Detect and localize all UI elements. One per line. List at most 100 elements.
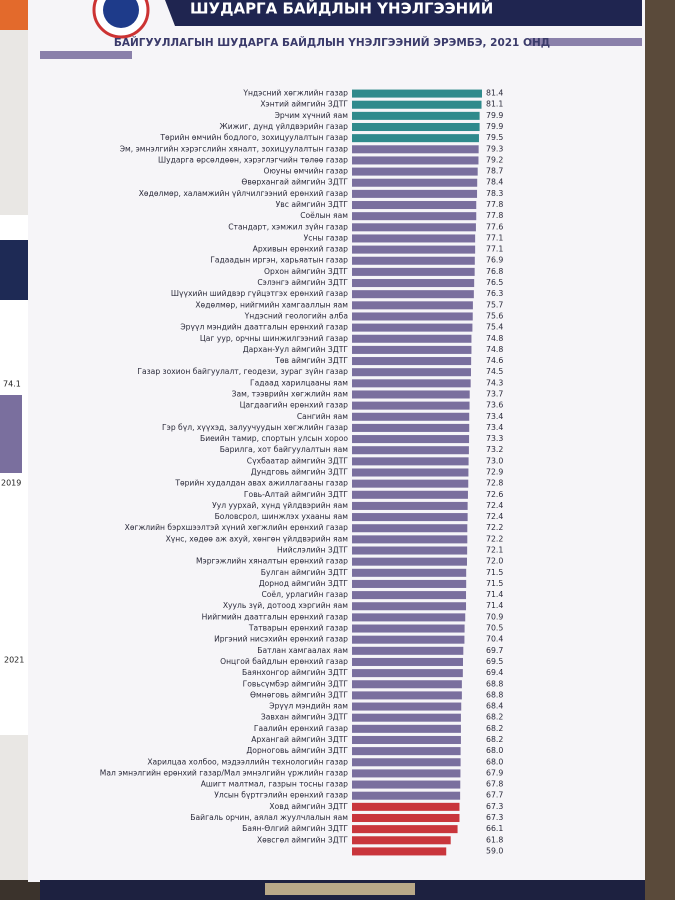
- side-text: 2021: [4, 656, 24, 665]
- bar: [352, 813, 460, 823]
- value-label: 73.0: [486, 456, 503, 465]
- value-label: 72.2: [486, 534, 503, 543]
- value-label: 73.7: [486, 389, 503, 398]
- category-label: Баянхонгор аймгийн ЗДТГ: [242, 668, 348, 677]
- value-label: 78.7: [486, 167, 503, 176]
- side-poster: [0, 215, 30, 735]
- bar: [352, 591, 467, 600]
- bar: [352, 513, 468, 522]
- bar: [352, 334, 472, 343]
- value-label: 67.3: [486, 813, 503, 822]
- value-label: 78.4: [486, 178, 503, 187]
- bar: [352, 602, 467, 611]
- bar: [352, 201, 477, 210]
- value-label: 79.9: [486, 122, 503, 131]
- bar: [352, 836, 451, 845]
- value-label: 73.4: [486, 412, 503, 421]
- value-label: 77.1: [486, 245, 503, 254]
- category-label: Хүнс, хөдөө аж ахуй, хөнгөн үйлдвэрийн я…: [166, 534, 349, 543]
- bar: [352, 501, 468, 510]
- value-label: 77.8: [486, 200, 503, 209]
- subtitle-rule: [40, 51, 132, 59]
- value-label: 76.8: [486, 267, 503, 276]
- category-label: Төрийн худалдан авах ажиллагааны газар: [174, 479, 348, 488]
- category-label: Орхон аймгийн ЗДТГ: [264, 267, 348, 276]
- category-label: Өвөрхангай аймгийн ЗДТГ: [241, 178, 348, 187]
- category-label: Харилцаа холбоо, мэдээллийн технологийн …: [147, 757, 348, 766]
- category-label: Соёлын яам: [300, 211, 348, 220]
- bar: [352, 145, 479, 154]
- category-label: Дундговь аймгийн ЗДТГ: [251, 468, 349, 477]
- category-label: Хөвсгөл аймгийн ЗДТГ: [257, 835, 348, 844]
- value-label: 59.0: [486, 846, 503, 855]
- category-label: Мал эмнэлгийн ерөнхий газар/Мал эмнэлгий…: [100, 768, 348, 777]
- value-label: 68.8: [486, 679, 503, 688]
- stand: [265, 883, 415, 895]
- category-label: Цаг уур, орчны шинжилгээний газар: [200, 334, 348, 343]
- value-label: 81.4: [486, 89, 503, 98]
- category-label: Архивын ерөнхий газар: [253, 245, 349, 254]
- bar: [352, 579, 467, 588]
- value-label: 77.6: [486, 222, 503, 231]
- bar: [352, 212, 477, 221]
- category-label: Улсын бүртгэлийн ерөнхий газар: [214, 791, 348, 800]
- category-label: Гаалийн ерөнхий газар: [254, 724, 348, 733]
- value-label: 70.4: [486, 635, 503, 644]
- value-label: 68.0: [486, 746, 503, 755]
- category-label: Соёл, урлагийн газар: [261, 590, 348, 599]
- category-label: Шударга өрсөлдөөн, хэрэглэгчийн төлөө га…: [158, 155, 348, 164]
- bar: [352, 635, 465, 644]
- category-label: Эрүүл мэндийн яам: [269, 702, 348, 711]
- category-label: Биеийн тамир, спортын улсын хороо: [200, 434, 348, 443]
- category-label: Ховд аймгийн ЗДТГ: [269, 802, 348, 811]
- value-label: 75.7: [486, 300, 503, 309]
- value-label: 67.3: [486, 802, 503, 811]
- value-label: 78.3: [486, 189, 503, 198]
- value-label: 69.7: [486, 646, 503, 655]
- value-label: 71.4: [486, 601, 503, 610]
- bar: [352, 100, 482, 109]
- value-label: 68.2: [486, 724, 503, 733]
- subtitle-rule: [530, 38, 642, 46]
- bar: [352, 167, 478, 176]
- value-label: 72.1: [486, 546, 503, 555]
- value-label: 69.4: [486, 668, 503, 677]
- value-label: 73.3: [486, 434, 503, 443]
- category-label: Нийслэлийн ЗДТГ: [277, 546, 348, 555]
- value-label: 76.5: [486, 278, 503, 287]
- value-label: 74.6: [486, 356, 503, 365]
- bar: [352, 802, 460, 811]
- bar: [352, 134, 479, 143]
- bar: [352, 111, 480, 120]
- bar: [352, 680, 462, 689]
- bar: [352, 279, 475, 288]
- bar: [352, 780, 461, 789]
- category-label: Эрүүл мэндийн даатгалын ерөнхий газар: [180, 323, 348, 332]
- category-label: Байгаль орчин, аялал жуулчлалын яам: [190, 813, 348, 822]
- value-label: 67.8: [486, 780, 503, 789]
- bar: [352, 357, 472, 366]
- value-label: 71.5: [486, 568, 503, 577]
- value-label: 76.3: [486, 289, 503, 298]
- value-label: 74.8: [486, 345, 503, 354]
- category-label: Мэргэжлийн хяналтын ерөнхий газар: [196, 557, 348, 566]
- category-label: Эм, эмнэлгийн хэрэгслийн хяналт, зохицуу…: [120, 144, 348, 153]
- side-bar: [0, 395, 22, 473]
- bar: [352, 234, 476, 243]
- value-label: 73.2: [486, 445, 503, 454]
- bar: [352, 256, 475, 265]
- value-label: 72.8: [486, 479, 503, 488]
- bar: [352, 423, 470, 432]
- bar: [352, 713, 461, 722]
- bar: [352, 89, 482, 98]
- bar: [352, 546, 468, 555]
- category-label: Эрчим хүчний яам: [275, 111, 349, 120]
- category-label: Усны газар: [304, 233, 349, 242]
- value-label: 79.3: [486, 144, 503, 153]
- category-label: Гэр бүл, хүүхэд, залуучуудын хөгжлийн га…: [162, 423, 348, 432]
- value-label: 72.4: [486, 512, 503, 521]
- bar: [352, 479, 469, 488]
- value-label: 72.6: [486, 490, 503, 499]
